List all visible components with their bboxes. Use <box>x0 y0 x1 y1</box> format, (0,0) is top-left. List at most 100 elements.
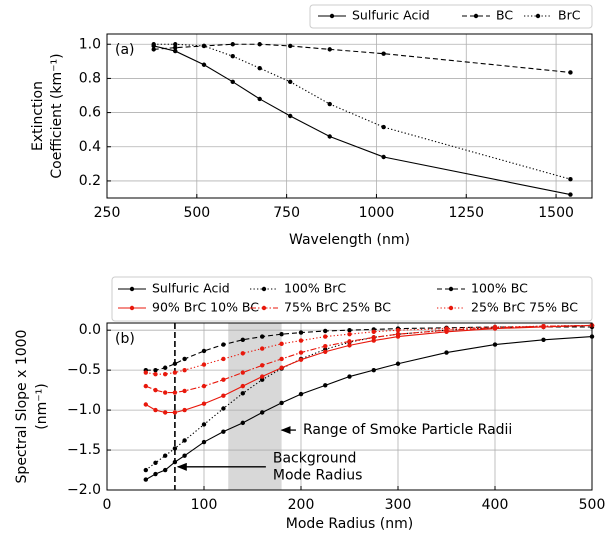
data-point <box>201 401 207 406</box>
annotation-text: Background <box>273 450 357 466</box>
y-tick-label: −1.5 <box>67 442 101 458</box>
data-point <box>279 356 284 362</box>
data-point <box>221 429 226 434</box>
y-tick-label: 0.6 <box>79 105 101 121</box>
data-point <box>395 327 401 333</box>
data-point <box>163 410 168 415</box>
annotation-text: Range of Smoke Particle Radii <box>303 422 512 438</box>
data-point <box>172 361 178 366</box>
y-tick-label: 0.0 <box>79 322 101 338</box>
data-point <box>347 374 352 379</box>
data-point <box>323 343 328 349</box>
data-point <box>230 79 235 85</box>
data-point <box>221 356 226 362</box>
data-point <box>347 343 352 348</box>
data-point <box>163 467 168 473</box>
data-point <box>201 43 207 49</box>
plot-frame <box>106 33 593 199</box>
data-point <box>298 357 304 362</box>
data-point <box>151 47 156 52</box>
legend-marker <box>129 305 135 311</box>
data-point <box>240 391 245 396</box>
y-axis-label: Coefficient (km⁻¹) <box>49 53 65 178</box>
data-point <box>381 124 386 130</box>
data-point <box>153 460 158 466</box>
data-point <box>153 471 158 477</box>
data-point <box>240 420 245 426</box>
series-line <box>145 326 592 371</box>
data-point <box>182 388 187 394</box>
x-tick-label: 500 <box>579 497 606 513</box>
x-tick-label: 0 <box>103 497 112 513</box>
data-point <box>298 391 304 397</box>
y-axis-label: Spectral Slope x 1000 <box>14 330 30 484</box>
panel-label: (a) <box>115 42 135 58</box>
data-point <box>288 79 293 85</box>
legend-marker <box>535 13 541 19</box>
data-point <box>371 329 376 334</box>
data-point <box>327 47 332 52</box>
data-point <box>240 383 245 389</box>
data-point <box>298 330 304 335</box>
data-point <box>260 346 265 351</box>
data-point <box>279 365 284 370</box>
data-point <box>327 134 332 139</box>
data-point <box>182 453 187 458</box>
data-point <box>260 374 265 379</box>
y-tick-label: 1.0 <box>79 36 101 52</box>
data-point <box>288 113 293 119</box>
data-point <box>257 96 262 102</box>
data-point <box>240 370 245 375</box>
data-point <box>163 390 168 395</box>
data-point <box>221 393 226 398</box>
series-line <box>145 324 593 394</box>
data-point <box>163 371 168 377</box>
series-line <box>153 43 571 180</box>
legend-label: Sulfuric Acid <box>352 8 430 23</box>
data-point <box>143 477 148 482</box>
data-point <box>371 367 376 373</box>
legend-label: Sulfuric Acid <box>152 281 230 296</box>
legend-marker <box>448 305 454 311</box>
y-axis-label: (nm⁻¹) <box>34 383 50 429</box>
x-tick-label: 200 <box>288 497 315 513</box>
series-line <box>145 324 593 375</box>
legend-label: 90% BrC 10% BC <box>152 300 259 315</box>
series-line <box>145 336 593 481</box>
data-point <box>173 48 178 54</box>
data-point <box>395 331 401 337</box>
data-point <box>288 43 293 49</box>
data-point <box>163 365 168 370</box>
data-point <box>173 45 178 50</box>
data-point <box>395 361 401 366</box>
data-point <box>298 338 304 343</box>
data-point <box>257 42 262 47</box>
data-point <box>260 334 265 339</box>
data-point <box>260 410 265 415</box>
data-point <box>260 363 265 368</box>
data-point <box>371 335 376 340</box>
data-point <box>240 351 245 356</box>
legend-box <box>111 276 593 322</box>
legend-label: 25% BrC 75% BC <box>471 300 578 315</box>
data-point <box>568 70 573 75</box>
data-point <box>221 406 226 411</box>
data-point <box>257 65 262 71</box>
data-point <box>172 410 178 415</box>
x-tick-label: 1500 <box>538 205 574 221</box>
data-point <box>172 446 178 451</box>
y-tick-label: 0.2 <box>79 173 101 189</box>
data-point <box>541 323 546 329</box>
legend-label: BrC <box>558 8 581 23</box>
legend-marker <box>261 286 267 292</box>
data-point <box>172 390 178 395</box>
data-point <box>182 356 187 362</box>
legend-label: BC <box>496 8 513 23</box>
data-point <box>221 342 226 347</box>
data-point <box>201 62 207 67</box>
legend-marker <box>473 13 479 19</box>
legend-label: 75% BrC 25% BC <box>284 300 391 315</box>
data-point <box>260 377 265 382</box>
data-point <box>568 177 573 182</box>
data-point <box>323 383 328 388</box>
